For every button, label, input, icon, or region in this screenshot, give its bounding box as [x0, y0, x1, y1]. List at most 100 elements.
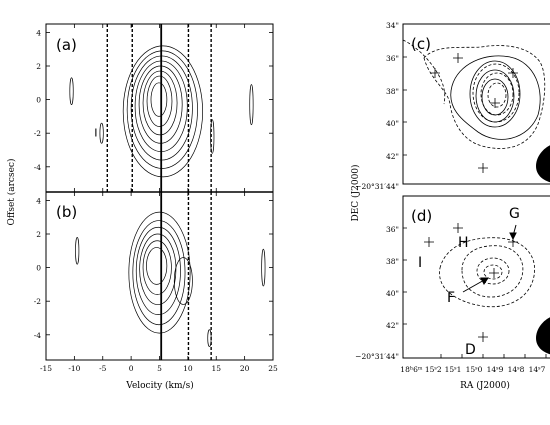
dec-axis-title: DEC (J2000)	[350, 164, 361, 221]
panel-b-frame	[45, 191, 274, 361]
dec-tick-label: −20°31′44"	[355, 182, 399, 191]
side-marker: I	[94, 127, 97, 140]
dec-tick-label: 40"	[386, 119, 399, 128]
panel-c-markers	[430, 53, 518, 173]
panel-c-dashed-contour	[423, 45, 546, 149]
arrow-g-head	[509, 232, 517, 241]
cross-marker	[478, 332, 488, 342]
contour-line	[139, 233, 177, 305]
source-label-g: G	[509, 206, 520, 222]
panel-d-arrows	[462, 224, 517, 293]
panel-c-solid-contour	[469, 60, 521, 128]
ra-ticks: 18ʰ6ᵐ 15ˢ2 15ˢ1 15ˢ0 14ˢ9 14ˢ8 14ˢ7	[400, 365, 545, 374]
ra-tick-label: 14ˢ9	[487, 365, 504, 374]
panel-d-dashed-contour	[439, 237, 536, 308]
y-tick-label: 4	[36, 196, 41, 205]
ra-tick-mark	[440, 354, 547, 358]
panel-d-beam	[536, 317, 550, 355]
panel-b-label: (b)	[56, 203, 77, 221]
panel-d-dashed-contour	[483, 264, 503, 280]
dec-tick-label: 34"	[386, 21, 399, 30]
dec-tick-label: 42"	[386, 152, 399, 161]
dec-tick-label: −20°31′44"	[355, 352, 399, 361]
cross-marker	[430, 68, 440, 78]
contour-line	[126, 50, 198, 169]
source-label-i: I	[418, 255, 422, 271]
panel-d-dashed-contour	[476, 257, 510, 285]
cross-marker	[424, 237, 434, 247]
small-contour	[99, 122, 104, 144]
dec-ticks-d: 36" 38" 40" 42" −20°31′44"	[355, 225, 399, 361]
dec-tick-label: 42"	[386, 321, 399, 330]
ra-tick-marks	[440, 354, 547, 358]
small-contour	[69, 77, 74, 105]
panel-a-label: (a)	[56, 36, 77, 54]
y-tick-label: 2	[36, 62, 41, 71]
contour-line	[132, 220, 186, 326]
y-axis-title: Offset (arcsec)	[6, 159, 17, 226]
y-tick-label: -2	[34, 297, 42, 306]
cross-marker	[489, 268, 499, 278]
dec-tick-label: 38"	[386, 87, 399, 96]
panel-c-dashed-contour	[480, 72, 514, 116]
cross-marker	[508, 68, 518, 78]
y-tick-label: -2	[34, 129, 42, 138]
arrow-f-head	[480, 277, 489, 285]
contour-line	[128, 211, 191, 334]
panel-c-dashed-contour	[402, 39, 446, 105]
panel-d-markers	[424, 223, 518, 342]
contour-line	[173, 257, 193, 305]
dec-ticks-c: 34" 36" 38" 40" 42" −20°31′44"	[355, 21, 399, 191]
cross-marker	[490, 98, 500, 108]
x-tick-label: 10	[183, 364, 193, 373]
cross-marker	[453, 53, 463, 63]
y-tick-label: -4	[34, 331, 42, 340]
x-tick-label: -5	[99, 364, 107, 373]
dec-tick-marks	[403, 56, 407, 325]
dec-tick-label: 36"	[386, 54, 399, 63]
panel-d-label: (d)	[411, 207, 432, 225]
dec-tick-label: 36"	[386, 225, 399, 234]
panel-c-dashed-contour	[472, 63, 520, 123]
contour-line	[146, 75, 173, 127]
y-tick-label: 2	[36, 230, 41, 239]
contour-line	[122, 45, 203, 178]
panel-d-contours	[439, 237, 536, 308]
small-contour	[75, 237, 80, 265]
ra-tick-label: 18ʰ6ᵐ 15ˢ2	[400, 365, 442, 374]
contour-line	[146, 247, 168, 285]
x-tick-label: 5	[157, 364, 162, 373]
contour-line	[142, 240, 172, 295]
panel-c-solid-contour	[450, 55, 541, 140]
panel-c-frame	[402, 23, 550, 185]
panel-c-label: (c)	[411, 35, 431, 53]
y-tick-label: 4	[36, 28, 41, 37]
panel-c-dashed-contour	[487, 82, 507, 108]
y-tick-label: 0	[36, 264, 41, 273]
right-map-panels: (c) (d) H G I F D	[350, 21, 550, 391]
source-label-f: F	[447, 290, 455, 306]
x-axis-title: Velocity (km/s)	[125, 380, 193, 391]
dec-tick-label: 38"	[386, 257, 399, 266]
panel-a: 4 2 0 -2 -4 I	[34, 24, 274, 192]
ra-tick-label: 15ˢ1	[445, 365, 462, 374]
x-tick-label: 15	[211, 364, 221, 373]
contour-line	[142, 70, 178, 136]
contour-line	[135, 226, 181, 315]
panel-c-contours	[402, 39, 546, 149]
x-tick-label: 20	[240, 364, 250, 373]
x-tick-label: -15	[40, 364, 52, 373]
ra-tick-label: 15ˢ0	[466, 365, 483, 374]
small-contour	[249, 84, 254, 126]
cross-marker	[453, 223, 463, 233]
x-tick-label: -10	[68, 364, 80, 373]
source-label-d: D	[465, 342, 476, 358]
panel-d-dashed-contour	[461, 245, 524, 298]
cross-marker	[478, 163, 488, 173]
x-tick-label: 0	[129, 364, 134, 373]
panel-c-beam	[536, 145, 550, 183]
x-tick-label: 25	[268, 364, 278, 373]
